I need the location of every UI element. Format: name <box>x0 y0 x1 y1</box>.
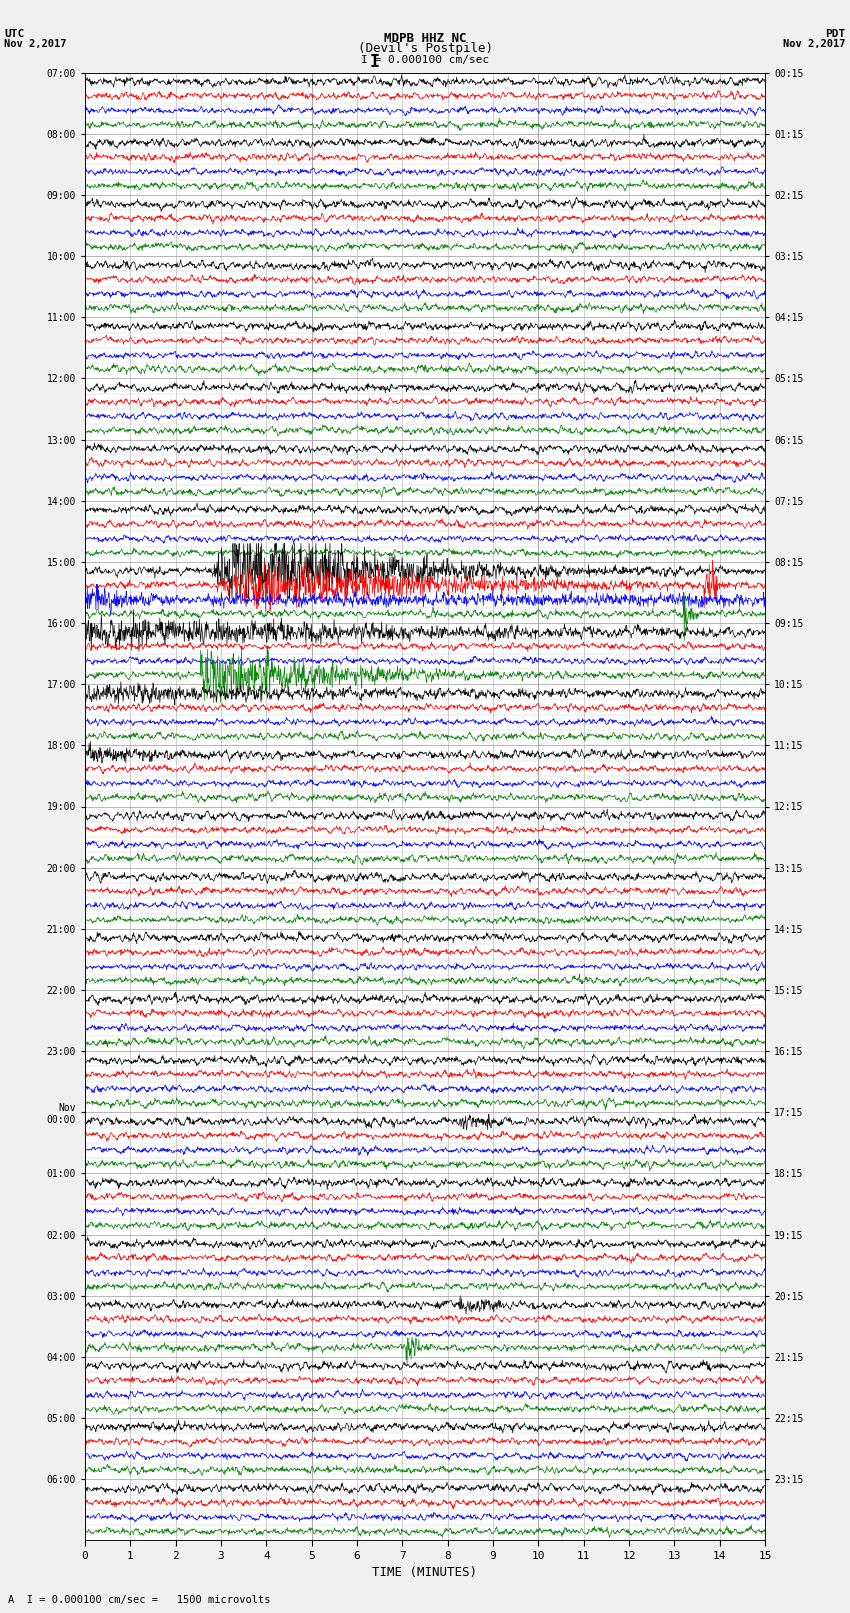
Text: MDPB HHZ NC: MDPB HHZ NC <box>383 32 467 45</box>
Text: UTC: UTC <box>4 29 25 39</box>
Text: Nov 2,2017: Nov 2,2017 <box>4 39 67 48</box>
Text: Nov 2,2017: Nov 2,2017 <box>783 39 846 48</box>
Text: (Devil's Postpile): (Devil's Postpile) <box>358 42 492 55</box>
Text: A  I = 0.000100 cm/sec =   1500 microvolts: A I = 0.000100 cm/sec = 1500 microvolts <box>8 1595 271 1605</box>
Text: I = 0.000100 cm/sec: I = 0.000100 cm/sec <box>361 55 489 65</box>
Text: PDT: PDT <box>825 29 846 39</box>
X-axis label: TIME (MINUTES): TIME (MINUTES) <box>372 1566 478 1579</box>
Text: I: I <box>370 53 380 71</box>
